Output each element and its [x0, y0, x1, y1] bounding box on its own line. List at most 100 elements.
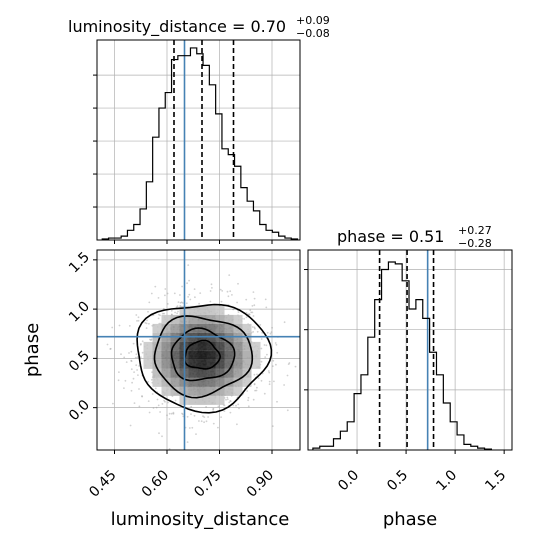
scatter-point — [252, 331, 255, 333]
scatter-point — [228, 401, 231, 404]
scatter-point — [161, 403, 164, 405]
scatter-point — [155, 406, 158, 409]
density-cell — [233, 386, 243, 396]
scatter-point — [133, 402, 136, 404]
scatter-point — [156, 398, 159, 401]
scatter-point — [163, 399, 166, 402]
scatter-point — [226, 396, 229, 399]
scatter-point — [286, 409, 289, 412]
scatter-point — [220, 416, 223, 418]
scatter-point — [232, 308, 234, 311]
density-cell — [161, 341, 171, 351]
scatter-point — [170, 309, 173, 312]
density-cell — [224, 359, 234, 369]
scatter-point — [166, 303, 169, 305]
scatter-point — [140, 343, 142, 345]
density-cell — [206, 305, 216, 315]
scatter-point — [150, 292, 153, 295]
scatter-point — [275, 363, 277, 366]
scatter-point — [268, 371, 271, 374]
scatter-point — [161, 312, 164, 315]
density-cell — [170, 341, 180, 351]
scatter-point — [157, 404, 160, 407]
scatter-point — [112, 402, 114, 405]
density-cell — [197, 350, 207, 360]
scatter-point — [246, 390, 249, 392]
scatter-point — [151, 393, 154, 395]
scatter-point — [267, 370, 270, 372]
scatter-point — [193, 414, 196, 417]
scatter-point — [179, 301, 182, 304]
scatter-point — [148, 301, 151, 304]
scatter-point — [247, 399, 250, 402]
scatter-point — [168, 448, 171, 450]
scatter-point — [136, 320, 138, 322]
scatter-point — [231, 294, 233, 296]
scatter-point — [145, 327, 148, 329]
density-cell — [143, 350, 153, 360]
density-cell — [233, 377, 243, 387]
scatter-point — [187, 296, 190, 298]
scatter-point — [265, 306, 268, 309]
scatter-point — [150, 378, 153, 381]
scatter-point — [212, 407, 215, 410]
scatter-point — [191, 426, 194, 429]
density-cell — [152, 323, 162, 333]
scatter-point — [268, 380, 271, 383]
title-phase: phase = 0.51 — [337, 227, 444, 246]
density-cell — [161, 323, 171, 333]
density-cell — [188, 386, 198, 396]
scatter-point — [181, 413, 184, 416]
scatter-point — [132, 342, 135, 345]
hist2-frame — [307, 249, 513, 451]
scatter-point — [161, 435, 163, 438]
scatter-point — [176, 312, 179, 315]
scatter-point — [117, 379, 120, 382]
scatter-point — [255, 389, 258, 392]
scatter-point — [137, 316, 140, 319]
scatter-point — [130, 368, 133, 371]
scatter-point — [106, 343, 109, 346]
x-axis-label-luminosity: luminosity_distance — [111, 509, 290, 530]
density-cell — [161, 350, 171, 360]
density-cell — [152, 359, 162, 369]
scatter-point — [137, 374, 139, 376]
scatter-point — [253, 326, 256, 329]
density-cell — [251, 359, 261, 369]
scatter-point — [272, 359, 275, 362]
scatter-point — [248, 313, 251, 316]
scatter-point — [256, 330, 259, 333]
scatter-point — [249, 309, 252, 312]
scatter-point — [236, 423, 238, 426]
scatter-point — [288, 362, 291, 364]
scatter-point — [174, 399, 177, 402]
scatter-point — [109, 347, 112, 350]
scatter-point — [128, 352, 130, 354]
hist2-grid — [308, 250, 512, 450]
scatter-point — [186, 282, 189, 285]
scatter-point — [225, 398, 227, 401]
scatter-point — [203, 421, 206, 424]
hist2-step — [312, 261, 493, 450]
scatter-point — [164, 400, 166, 403]
scatter-point — [136, 356, 139, 359]
scatter-point — [186, 441, 189, 443]
scatter-point — [141, 395, 143, 397]
hist1-grid — [97, 40, 300, 240]
scatter-point — [186, 415, 189, 418]
density-cell — [242, 377, 252, 387]
scatter-point — [198, 420, 200, 422]
scatter-point — [150, 338, 153, 341]
y-axis-label-phase: phase — [22, 323, 43, 377]
scatter-point — [129, 424, 132, 427]
scatter-point — [286, 374, 289, 377]
scatter-point — [276, 351, 279, 354]
scatter-point — [202, 415, 204, 418]
scatter-point — [123, 356, 126, 359]
scatter-point — [252, 315, 255, 317]
scatter-point — [251, 326, 254, 328]
density-cell — [197, 359, 207, 369]
density-cell — [170, 377, 180, 387]
scatter-point — [158, 432, 160, 435]
scatter-point — [139, 356, 142, 358]
